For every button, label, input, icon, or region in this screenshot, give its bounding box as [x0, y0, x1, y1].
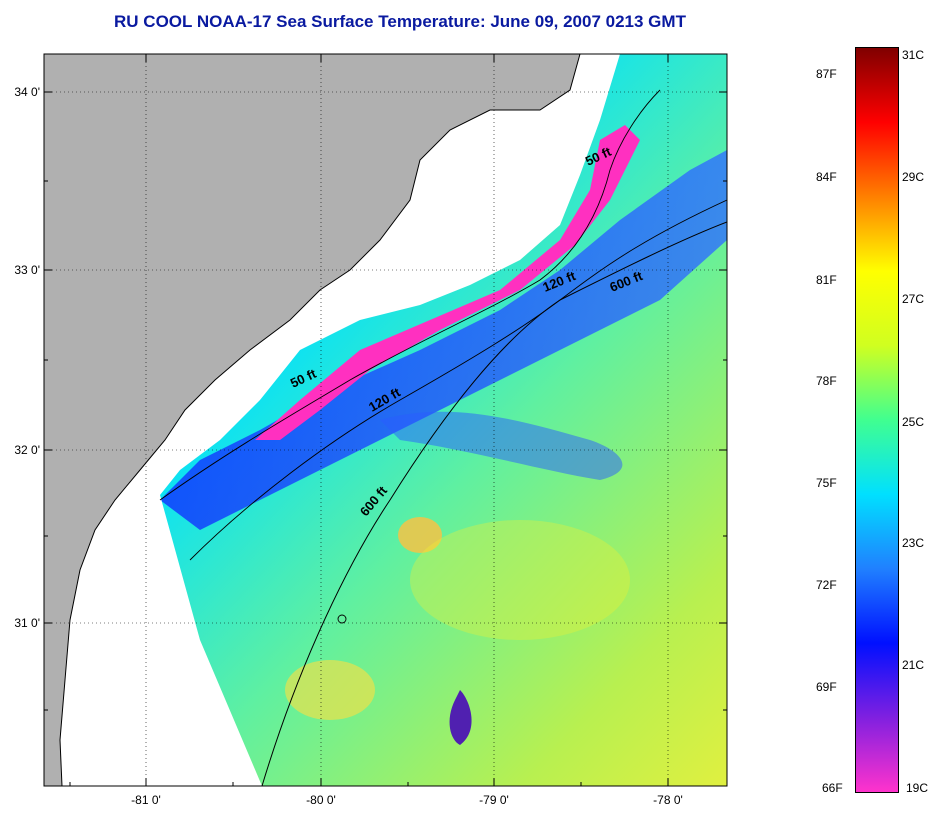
colorbar-label-f: 87F — [816, 67, 837, 81]
colorbar-label-c: 27C — [902, 292, 925, 306]
colorbar-label-f: 69F — [816, 680, 837, 694]
isobath-120ft — [189, 199, 727, 561]
colorbar-label-c: 29C — [902, 170, 925, 184]
temperature-colorbar — [855, 47, 899, 793]
map-frame — [43, 53, 728, 787]
cool-patch — [380, 411, 623, 480]
lat-label: 31 0' — [14, 616, 40, 630]
colorbar-label-c: 25C — [902, 415, 925, 429]
lat-label: 33 0' — [14, 263, 40, 277]
colorbar-label-c: 23C — [902, 536, 925, 550]
cool-shelf-band — [160, 150, 727, 530]
axis-ticks — [44, 54, 727, 786]
colorbar-label-c: 21C — [902, 658, 925, 672]
colorbar-label-c: 19C — [906, 781, 929, 795]
lon-label: -78 0' — [653, 793, 683, 807]
colorbar-label-c: 31C — [902, 48, 925, 62]
lon-label: -79 0' — [479, 793, 509, 807]
lon-label: -81 0' — [131, 793, 161, 807]
map-title: RU COOL NOAA-17 Sea Surface Temperature:… — [114, 12, 686, 31]
warm-patch — [285, 660, 375, 720]
lat-label: 32 0' — [14, 443, 40, 457]
nearshore-warm-band — [255, 125, 640, 440]
cool-patch — [449, 690, 472, 745]
colorbar-label-f: 84F — [816, 170, 837, 184]
colorbar-label-f: 75F — [816, 476, 837, 490]
isobath-closed-contour — [337, 614, 347, 624]
land — [44, 54, 580, 786]
warm-patch — [410, 520, 630, 640]
colorbar-label-f: 66F — [822, 781, 843, 795]
lat-label: 34 0' — [14, 85, 40, 99]
colorbar-label-f: 72F — [816, 578, 837, 592]
isobath-50ft — [159, 89, 661, 501]
isobath-600ft — [261, 221, 727, 786]
warm-patch — [398, 517, 442, 553]
colorbar-label-f: 81F — [816, 273, 837, 287]
coastline — [59, 54, 581, 786]
colorbar-label-f: 78F — [816, 374, 837, 388]
lon-label: -80 0' — [306, 793, 336, 807]
